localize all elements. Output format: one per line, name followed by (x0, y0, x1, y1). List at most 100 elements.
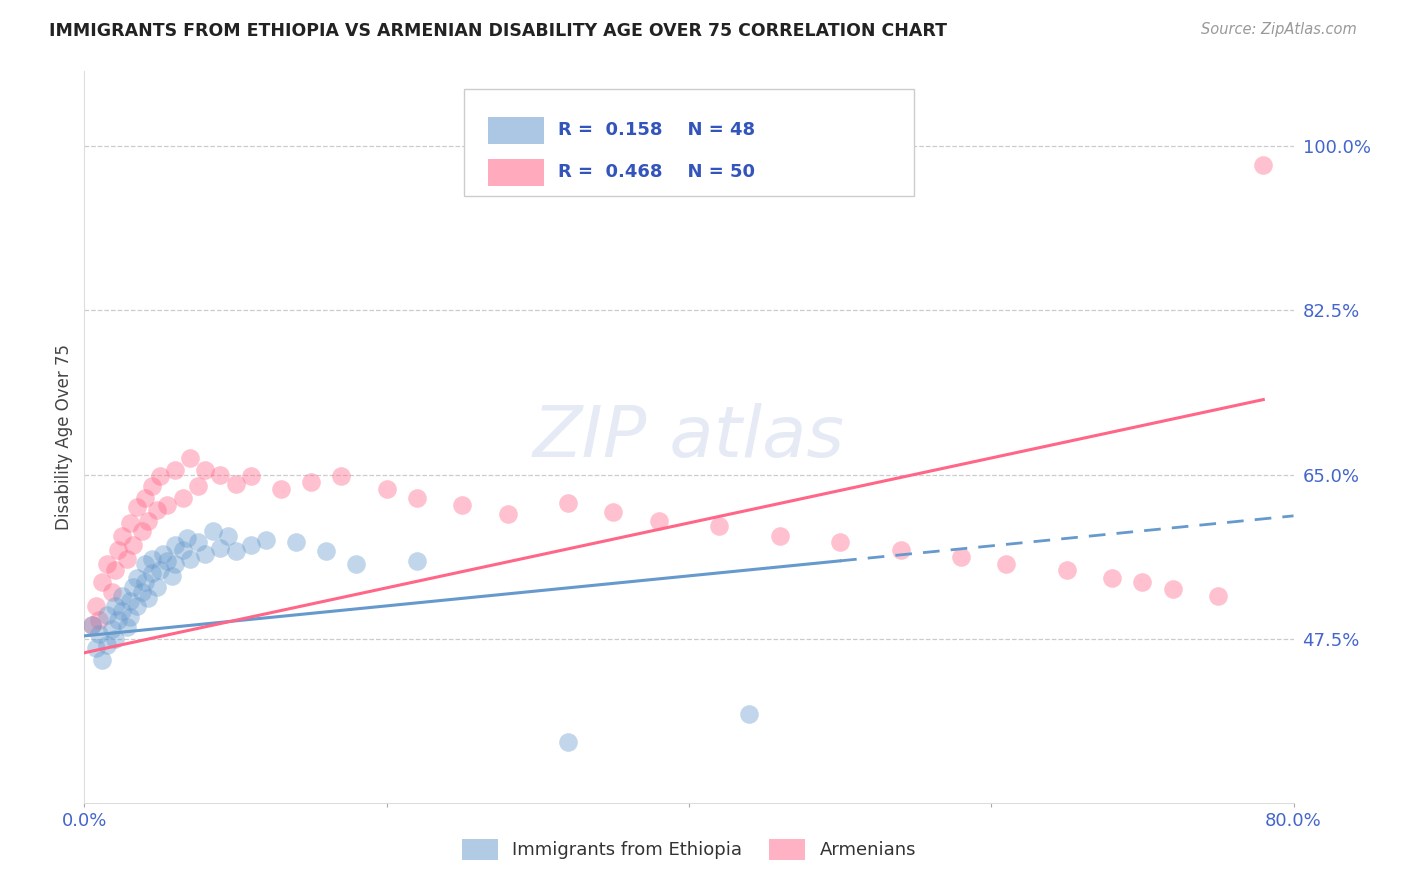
Point (149, 563, 172, 577)
Point (111, 590, 134, 604)
Point (179, 450, 201, 465)
Point (194, 547, 217, 561)
Point (239, 538, 262, 552)
Point (176, 532, 198, 546)
Text: IMMIGRANTS FROM ETHIOPIA VS ARMENIAN DISABILITY AGE OVER 75 CORRELATION CHART: IMMIGRANTS FROM ETHIOPIA VS ARMENIAN DIS… (49, 22, 948, 40)
Point (86, 641, 108, 656)
Point (330, 469, 353, 483)
Point (107, 542, 129, 557)
Point (96, 638, 118, 652)
Point (270, 482, 292, 496)
Point (141, 552, 163, 566)
Point (165, 538, 187, 552)
Point (100, 623, 122, 637)
Point (118, 594, 141, 608)
Point (769, 528, 792, 542)
Text: R =  0.468    N = 50: R = 0.468 N = 50 (558, 163, 755, 181)
Text: Source: ZipAtlas.com: Source: ZipAtlas.com (1201, 22, 1357, 37)
Point (557, 735, 579, 749)
Point (1130, 575, 1153, 590)
Point (346, 557, 368, 571)
Point (152, 547, 174, 561)
Point (131, 584, 153, 599)
Point (201, 524, 224, 538)
Point (156, 498, 179, 512)
Point (239, 469, 262, 483)
Point (254, 533, 277, 548)
Point (451, 498, 474, 512)
Point (136, 515, 159, 529)
Point (194, 463, 217, 477)
Point (299, 475, 322, 489)
Point (149, 469, 172, 483)
Point (172, 542, 194, 557)
Point (134, 557, 156, 571)
Y-axis label: Disability Age Over 75: Disability Age Over 75 (55, 344, 73, 530)
Point (179, 552, 201, 566)
Point (127, 599, 149, 613)
Point (995, 557, 1018, 571)
Point (1161, 582, 1184, 596)
Point (146, 580, 169, 594)
Point (96, 557, 118, 571)
Point (830, 535, 852, 549)
Point (375, 482, 398, 496)
Point (209, 467, 232, 482)
Point (111, 603, 134, 617)
Point (187, 479, 209, 493)
Point (89, 627, 111, 641)
Point (172, 491, 194, 505)
Point (1253, 158, 1275, 172)
Point (104, 563, 127, 577)
Point (1101, 571, 1123, 585)
Point (134, 491, 156, 505)
Point (118, 516, 141, 531)
Point (165, 557, 187, 571)
Point (160, 569, 183, 583)
Point (709, 519, 731, 533)
Point (1206, 590, 1229, 604)
Point (217, 528, 239, 542)
Point (156, 554, 179, 568)
Point (738, 706, 761, 721)
Point (225, 477, 247, 491)
Point (127, 571, 149, 585)
Point (602, 505, 624, 519)
Text: ZIP atlas: ZIP atlas (533, 402, 845, 472)
Point (115, 552, 138, 566)
Point (134, 575, 156, 590)
Point (648, 515, 671, 529)
Point (91, 575, 114, 590)
Point (131, 524, 153, 538)
Point (165, 463, 187, 477)
Point (187, 535, 209, 549)
Point (225, 544, 247, 558)
Point (104, 632, 127, 646)
Point (141, 479, 163, 493)
Point (209, 541, 232, 555)
Text: R =  0.158    N = 48: R = 0.158 N = 48 (558, 121, 755, 139)
Point (89, 613, 111, 627)
Point (406, 491, 429, 505)
Point (557, 496, 579, 510)
Point (141, 566, 163, 580)
Point (890, 542, 912, 557)
Point (496, 507, 519, 521)
Point (118, 610, 141, 624)
Point (121, 580, 143, 594)
Point (136, 591, 159, 606)
Point (91, 653, 114, 667)
Point (107, 613, 129, 627)
Point (111, 528, 134, 542)
Point (96, 608, 118, 623)
Point (127, 500, 149, 515)
Point (80, 617, 103, 632)
Point (115, 619, 138, 633)
Point (315, 544, 337, 558)
Legend: Immigrants from Ethiopia, Armenians: Immigrants from Ethiopia, Armenians (454, 831, 924, 867)
Point (100, 584, 122, 599)
Point (406, 554, 429, 568)
Point (80, 617, 103, 632)
Point (104, 599, 127, 613)
Point (1056, 563, 1078, 577)
